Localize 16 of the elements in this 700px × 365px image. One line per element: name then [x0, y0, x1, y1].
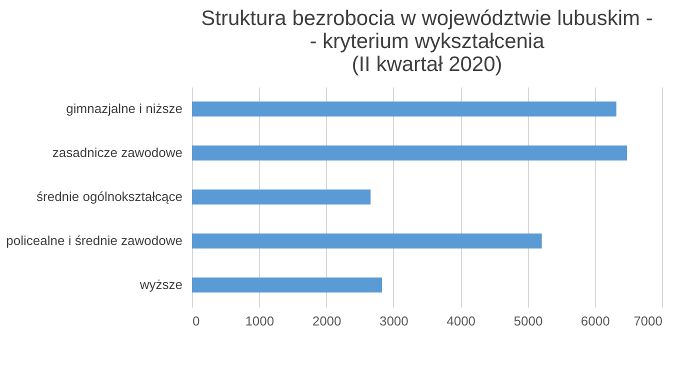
x-tick-label: 0 [192, 314, 200, 328]
x-tick-label: 6000 [580, 314, 610, 328]
y-tick-label: średnie ogólnokształcące [36, 189, 182, 204]
text: Struktura bezrobocia w województwie lubuskim - [201, 7, 653, 30]
y-tick-label: policealne i średnie zawodowe [6, 233, 182, 248]
x-tick-label: 3000 [379, 314, 408, 328]
text: - kryterium wykształcenia [310, 30, 544, 53]
x-tick-label: 5000 [514, 314, 543, 328]
x-tick-label: 7000 [634, 314, 662, 328]
y-tick-label: wyższe [138, 277, 182, 292]
x-tick-label: 4000 [446, 314, 476, 328]
y-tick-label: zasadnicze zawodowe [52, 145, 182, 160]
text: (II kwartał 2020) [352, 53, 502, 76]
x-tick-label: 2000 [312, 314, 342, 328]
y-tick-label: gimnazjalne i niższe [66, 101, 182, 116]
x-tick-label: 1000 [245, 314, 274, 328]
